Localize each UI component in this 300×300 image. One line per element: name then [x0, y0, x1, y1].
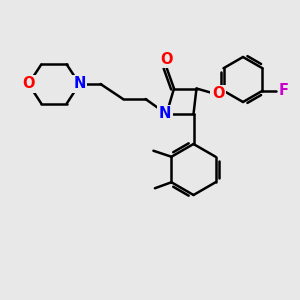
Text: F: F [279, 83, 289, 98]
Text: N: N [73, 76, 86, 92]
Text: O: O [212, 86, 224, 101]
Text: N: N [159, 106, 171, 122]
Text: O: O [22, 76, 35, 92]
Text: O: O [160, 52, 173, 67]
